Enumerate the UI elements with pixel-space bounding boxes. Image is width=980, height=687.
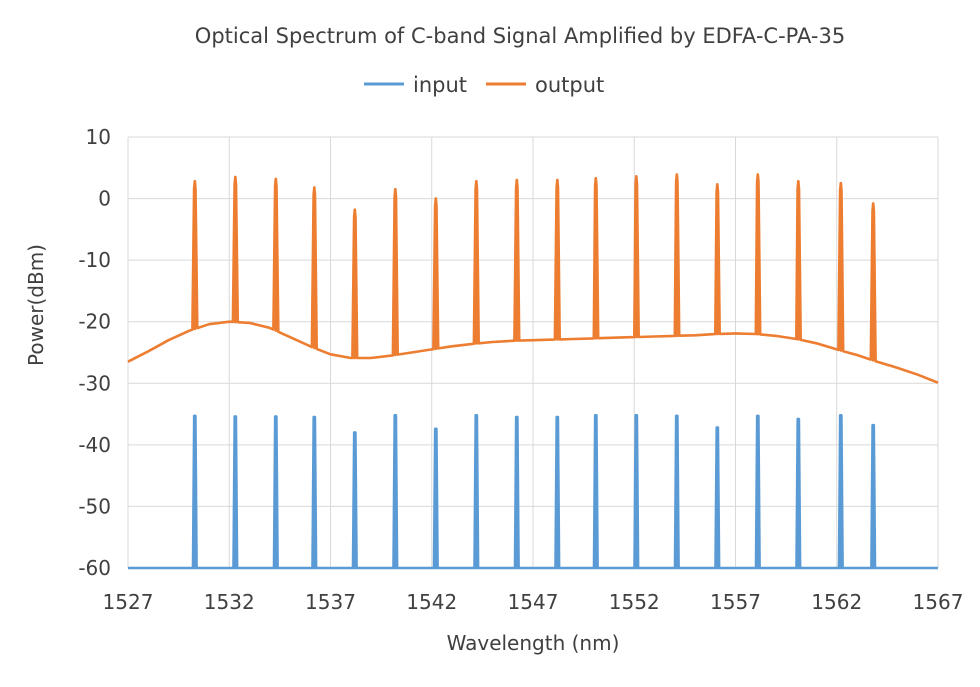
y-tick-label: -30 — [78, 371, 111, 395]
x-tick-label: 1567 — [913, 590, 964, 614]
x-tick-label: 1562 — [811, 590, 862, 614]
chart-title: Optical Spectrum of C-band Signal Amplif… — [195, 24, 845, 48]
x-tick-label: 1527 — [103, 590, 154, 614]
y-axis-ticks: 10 0 -10 -20 -30 -40 -50 -60 — [78, 125, 111, 580]
plot-series — [127, 173, 939, 570]
x-tick-label: 1552 — [609, 590, 660, 614]
x-tick-label: 1537 — [305, 590, 356, 614]
y-axis-label: Power(dBm) — [24, 244, 48, 366]
y-tick-label: -60 — [78, 556, 111, 580]
y-tick-label: -10 — [78, 248, 111, 272]
y-tick-label: -50 — [78, 494, 111, 518]
series-line-input — [128, 414, 938, 570]
x-tick-label: 1542 — [406, 590, 457, 614]
x-tick-label: 1557 — [710, 590, 761, 614]
y-tick-label: 0 — [98, 187, 111, 211]
y-tick-label: 10 — [86, 125, 111, 149]
legend-label-input: input — [413, 73, 467, 97]
x-tick-label: 1532 — [204, 590, 255, 614]
y-tick-label: -40 — [78, 433, 111, 457]
series-line-output — [127, 173, 939, 384]
x-axis-label: Wavelength (nm) — [447, 631, 620, 655]
legend-label-output: output — [535, 73, 604, 97]
gridlines — [127, 136, 939, 569]
legend: input output — [364, 73, 604, 97]
x-tick-label: 1547 — [508, 590, 559, 614]
y-tick-label: -20 — [78, 310, 111, 334]
x-axis-ticks: 1527 1532 1537 1542 1547 1552 1557 1562 1567 — [103, 590, 964, 614]
